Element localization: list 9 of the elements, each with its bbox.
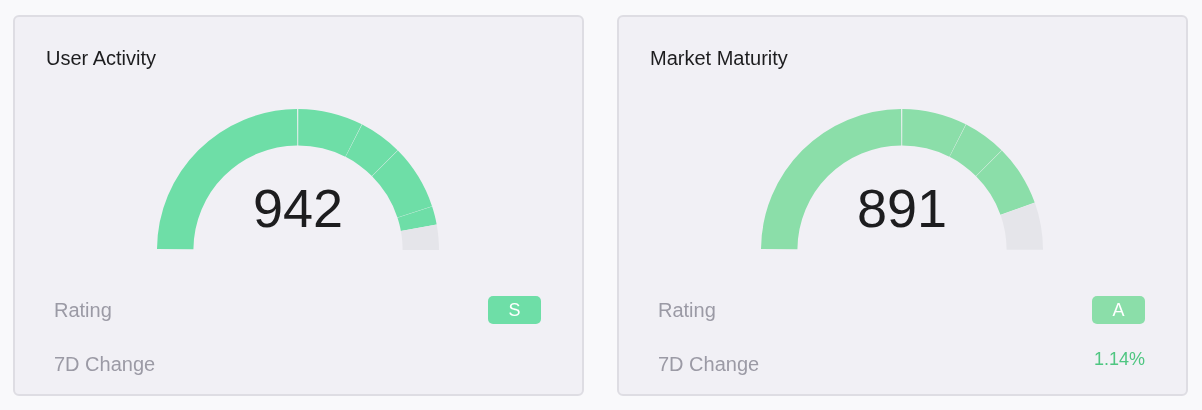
- text: Rating: [54, 298, 112, 322]
- text: 7D Change: [658, 352, 760, 376]
- text: 1.14%: [1093, 349, 1145, 369]
- chart-title: Market Maturity: [650, 46, 788, 70]
- text: 942: [252, 177, 344, 238]
- text: Rating: [658, 298, 716, 322]
- text: 7D Change: [54, 352, 156, 376]
- text: 891: [856, 177, 948, 238]
- chart-title: User Activity: [46, 46, 157, 70]
